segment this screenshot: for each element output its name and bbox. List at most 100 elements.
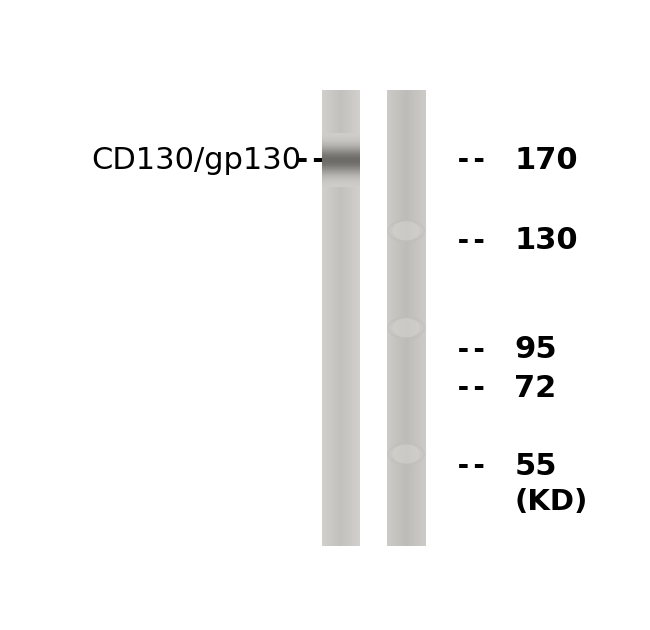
- Bar: [322, 165, 359, 166]
- Bar: [389, 90, 390, 546]
- Bar: [331, 90, 332, 546]
- Text: CD130/gp130: CD130/gp130: [91, 146, 302, 175]
- Bar: [322, 166, 359, 168]
- Bar: [324, 90, 326, 546]
- Bar: [407, 90, 408, 546]
- Bar: [322, 161, 359, 162]
- Bar: [322, 136, 359, 137]
- Bar: [409, 90, 410, 546]
- Bar: [340, 90, 341, 546]
- Bar: [322, 135, 359, 136]
- Bar: [322, 141, 359, 142]
- Bar: [322, 172, 359, 173]
- Bar: [389, 90, 391, 546]
- Bar: [354, 90, 356, 546]
- Bar: [322, 164, 359, 165]
- Text: --: --: [455, 227, 488, 255]
- Bar: [417, 90, 418, 546]
- Bar: [412, 90, 413, 546]
- Bar: [347, 90, 348, 546]
- Bar: [356, 90, 357, 546]
- Bar: [409, 90, 410, 546]
- Bar: [322, 136, 359, 137]
- Bar: [322, 182, 359, 183]
- Bar: [324, 90, 325, 546]
- Bar: [391, 90, 393, 546]
- Bar: [322, 168, 359, 169]
- Bar: [392, 90, 393, 546]
- Bar: [322, 142, 359, 143]
- Bar: [417, 90, 419, 546]
- Bar: [322, 184, 359, 185]
- Bar: [322, 168, 359, 169]
- Bar: [322, 183, 359, 184]
- Bar: [400, 90, 401, 546]
- Bar: [391, 90, 392, 546]
- Bar: [322, 146, 359, 147]
- Bar: [322, 151, 359, 152]
- Bar: [322, 145, 359, 146]
- Bar: [343, 90, 344, 546]
- Bar: [346, 90, 347, 546]
- Bar: [329, 90, 330, 546]
- Text: --: --: [455, 336, 488, 364]
- Bar: [322, 173, 359, 174]
- Bar: [322, 138, 359, 139]
- Bar: [323, 90, 324, 546]
- Bar: [411, 90, 412, 546]
- Bar: [322, 178, 359, 180]
- Bar: [405, 90, 406, 546]
- Bar: [350, 90, 352, 546]
- Bar: [342, 90, 343, 546]
- Text: 55: 55: [514, 452, 557, 481]
- Bar: [322, 142, 359, 144]
- Bar: [322, 160, 359, 161]
- Bar: [411, 90, 412, 546]
- Bar: [326, 90, 328, 546]
- Bar: [341, 90, 342, 546]
- Bar: [342, 90, 343, 546]
- Bar: [413, 90, 414, 546]
- Text: --: --: [455, 374, 488, 403]
- Bar: [398, 90, 399, 546]
- Bar: [406, 90, 407, 546]
- Bar: [332, 90, 333, 546]
- Bar: [404, 90, 405, 546]
- Bar: [353, 90, 354, 546]
- Bar: [322, 134, 359, 135]
- Bar: [413, 90, 414, 546]
- Bar: [322, 171, 359, 172]
- Bar: [327, 90, 328, 546]
- Bar: [337, 90, 338, 546]
- Bar: [322, 160, 359, 161]
- Bar: [334, 90, 335, 546]
- Ellipse shape: [393, 318, 420, 338]
- Bar: [322, 157, 359, 158]
- Text: (KD): (KD): [514, 488, 588, 517]
- Bar: [322, 133, 359, 134]
- Text: --: --: [294, 147, 327, 175]
- Bar: [402, 90, 404, 546]
- Text: --: --: [455, 452, 488, 480]
- Bar: [322, 176, 359, 178]
- Bar: [358, 90, 359, 546]
- Bar: [322, 156, 359, 157]
- Bar: [351, 90, 352, 546]
- Bar: [322, 149, 359, 151]
- Ellipse shape: [393, 221, 420, 241]
- Bar: [322, 137, 359, 138]
- Bar: [419, 90, 420, 546]
- Bar: [347, 90, 348, 546]
- Bar: [322, 140, 359, 141]
- Bar: [345, 90, 346, 546]
- Bar: [333, 90, 334, 546]
- Text: 130: 130: [514, 226, 578, 255]
- Bar: [406, 90, 407, 546]
- Bar: [387, 90, 388, 546]
- Bar: [388, 90, 389, 546]
- Bar: [322, 180, 359, 181]
- Bar: [322, 158, 359, 159]
- Bar: [322, 179, 359, 180]
- Bar: [322, 174, 359, 175]
- Bar: [340, 90, 341, 546]
